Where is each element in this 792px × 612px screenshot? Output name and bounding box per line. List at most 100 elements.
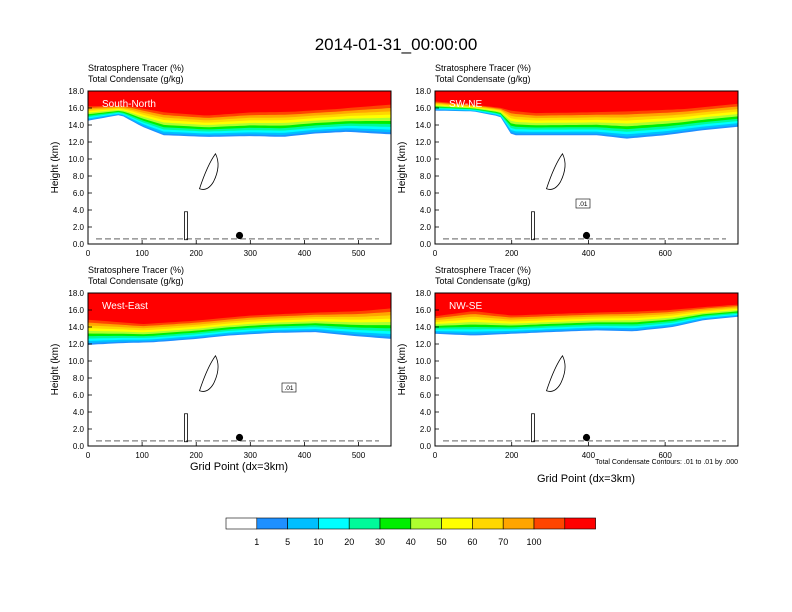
figure-title: 2014-01-31_00:00:00 (315, 35, 478, 54)
colorbar-label: 100 (526, 537, 541, 547)
y-tick-label: 14.0 (415, 121, 431, 130)
y-tick-label: 14.0 (68, 121, 84, 130)
colorbar-swatch (287, 517, 319, 530)
x-tick-label: 0 (86, 249, 91, 258)
y-tick-label: 6.0 (420, 189, 432, 198)
colorbar-label: 10 (313, 537, 323, 547)
y-axis-label: Height (km) (50, 142, 61, 194)
tracer-band-11 (435, 91, 738, 114)
colorbar-swatch (318, 517, 350, 530)
y-tick-label: 4.0 (73, 206, 85, 215)
y-tick-label: 0.0 (73, 442, 85, 451)
field-label-tracer: Stratosphere Tracer (%) (88, 63, 184, 73)
condensate-contour (531, 211, 535, 241)
colorbar-label: 30 (375, 537, 385, 547)
y-tick-label: 12.0 (68, 138, 84, 147)
y-tick-label: 12.0 (415, 340, 431, 349)
x-tick-label: 600 (658, 249, 672, 258)
x-tick-label: 100 (135, 249, 149, 258)
x-tick-label: 200 (505, 249, 519, 258)
plot-area (435, 91, 738, 244)
x-tick-label: 200 (505, 451, 519, 460)
y-tick-label: 14.0 (68, 323, 84, 332)
y-tick-label: 2.0 (73, 425, 85, 434)
contour-note: Total Condensate Contours: .01 to .01 by… (595, 459, 738, 466)
y-tick-label: 0.0 (420, 442, 432, 451)
panel-nw-se: NW-SE Stratosphere Tracer (%)Total Conden… (397, 265, 739, 460)
contour-label-box (281, 382, 297, 393)
plot-frame (87, 292, 392, 447)
colorbar-swatch (533, 517, 566, 530)
y-tick-label: 16.0 (415, 306, 431, 315)
y-tick-label: 14.0 (415, 323, 431, 332)
plot-area (88, 91, 391, 244)
colorbar-swatch (502, 517, 535, 530)
x-tick-label: 0 (433, 451, 438, 460)
condensate-contour (545, 152, 566, 190)
y-tick-label: 18.0 (415, 289, 431, 298)
contour-label: .01 (284, 385, 293, 392)
contour-label-box (575, 198, 591, 209)
colorbar-label: 60 (467, 537, 477, 547)
y-tick-label: 18.0 (415, 87, 431, 96)
x-tick-label: 400 (582, 451, 596, 460)
colorbar-swatch (379, 517, 412, 530)
y-axis-label: Height (km) (50, 344, 61, 396)
plot-area (88, 293, 391, 446)
plot-frame (434, 90, 739, 245)
condensate-contour (184, 413, 188, 443)
x-tick-label: 400 (582, 249, 596, 258)
location-marker (582, 231, 591, 240)
panel-name: West-East (102, 301, 148, 312)
y-tick-label: 10.0 (415, 357, 431, 366)
y-tick-label: 6.0 (73, 391, 85, 400)
y-tick-label: 12.0 (68, 340, 84, 349)
colorbar-swatch (225, 517, 258, 530)
colorbar-label: 20 (344, 537, 354, 547)
y-tick-label: 2.0 (420, 425, 432, 434)
y-tick-label: 2.0 (73, 223, 85, 232)
y-tick-label: 4.0 (73, 408, 85, 417)
panel-name: SW-NE (449, 99, 482, 110)
location-marker (582, 433, 591, 442)
y-tick-label: 16.0 (68, 104, 84, 113)
colorbar-label: 5 (285, 537, 290, 547)
y-tick-label: 4.0 (420, 206, 432, 215)
x-tick-label: 500 (352, 451, 366, 460)
colorbar-swatch (410, 517, 442, 530)
y-tick-label: 12.0 (415, 138, 431, 147)
panel-name: NW-SE (449, 301, 482, 312)
condensate-contour (545, 354, 566, 392)
plot-area (435, 293, 738, 446)
y-tick-label: 8.0 (73, 172, 85, 181)
y-tick-label: 0.0 (73, 240, 85, 249)
y-axis-label: Height (km) (397, 344, 408, 396)
y-tick-label: 18.0 (68, 289, 84, 298)
y-tick-label: 16.0 (68, 306, 84, 315)
y-tick-label: 10.0 (415, 155, 431, 164)
field-label-condensate: Total Condensate (g/kg) (435, 276, 531, 286)
colorbar-label: 50 (437, 537, 447, 547)
y-tick-label: 10.0 (68, 357, 84, 366)
field-label-condensate: Total Condensate (g/kg) (88, 276, 184, 286)
y-tick-label: 8.0 (420, 172, 432, 181)
y-tick-label: 8.0 (73, 374, 85, 383)
x-tick-label: 300 (244, 249, 258, 258)
plot-frame (434, 292, 739, 447)
colorbar-swatch (472, 517, 504, 530)
y-tick-label: 16.0 (415, 104, 431, 113)
x-axis-label: Grid Point (dx=3km) (190, 461, 288, 473)
location-marker (235, 231, 244, 240)
colorbar-swatch (441, 517, 473, 530)
colorbar-swatch (256, 517, 288, 530)
y-tick-label: 6.0 (420, 391, 432, 400)
x-tick-label: 100 (135, 451, 149, 460)
condensate-contour (531, 413, 535, 443)
x-tick-label: 200 (190, 249, 204, 258)
y-tick-label: 8.0 (420, 374, 432, 383)
condensate-contour (198, 152, 219, 190)
x-tick-label: 0 (86, 451, 91, 460)
colorbar-label: 40 (406, 537, 416, 547)
x-tick-label: 200 (190, 451, 204, 460)
